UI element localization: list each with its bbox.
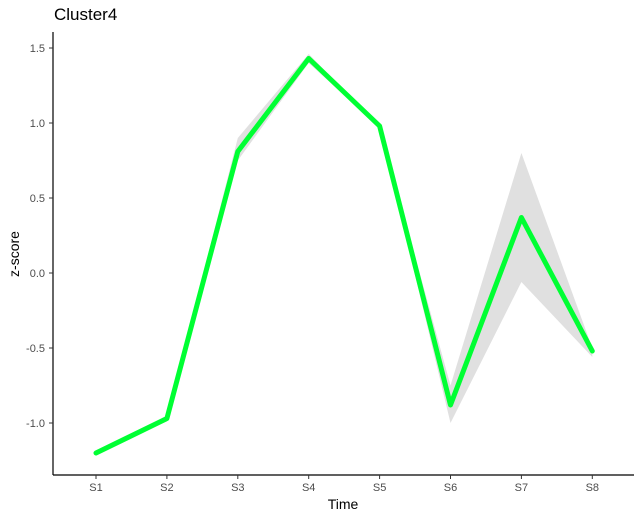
- y-tick-label: 1.0: [30, 118, 45, 130]
- x-tick-label: S2: [160, 482, 173, 494]
- x-tick-label: S6: [444, 482, 457, 494]
- chart-title: Cluster4: [54, 5, 117, 24]
- y-tick-label: 0.5: [30, 193, 45, 205]
- x-tick-label: S8: [586, 482, 599, 494]
- y-tick-label: -1.0: [26, 418, 45, 430]
- y-axis-ticks: -1.0 -0.5 0.0 0.5 1.0 1.5: [26, 43, 53, 430]
- y-tick-label: -0.5: [26, 343, 45, 355]
- x-tick-label: S3: [231, 482, 244, 494]
- y-axis-title: z-score: [6, 231, 22, 277]
- series-line: [93, 56, 595, 456]
- x-axis-ticks: S1 S2 S3 S4 S5 S6 S7 S8: [89, 475, 599, 494]
- y-tick-label: 0.0: [30, 268, 45, 280]
- confidence-band-layer: [96, 54, 593, 453]
- x-tick-label: S4: [302, 482, 315, 494]
- x-axis-title: Time: [328, 496, 359, 512]
- confidence-band: [96, 54, 593, 453]
- y-tick-label: 1.5: [30, 43, 45, 55]
- x-tick-label: S7: [515, 482, 528, 494]
- x-tick-label: S1: [89, 482, 102, 494]
- series-line-layer: [93, 56, 595, 456]
- x-tick-label: S5: [373, 482, 386, 494]
